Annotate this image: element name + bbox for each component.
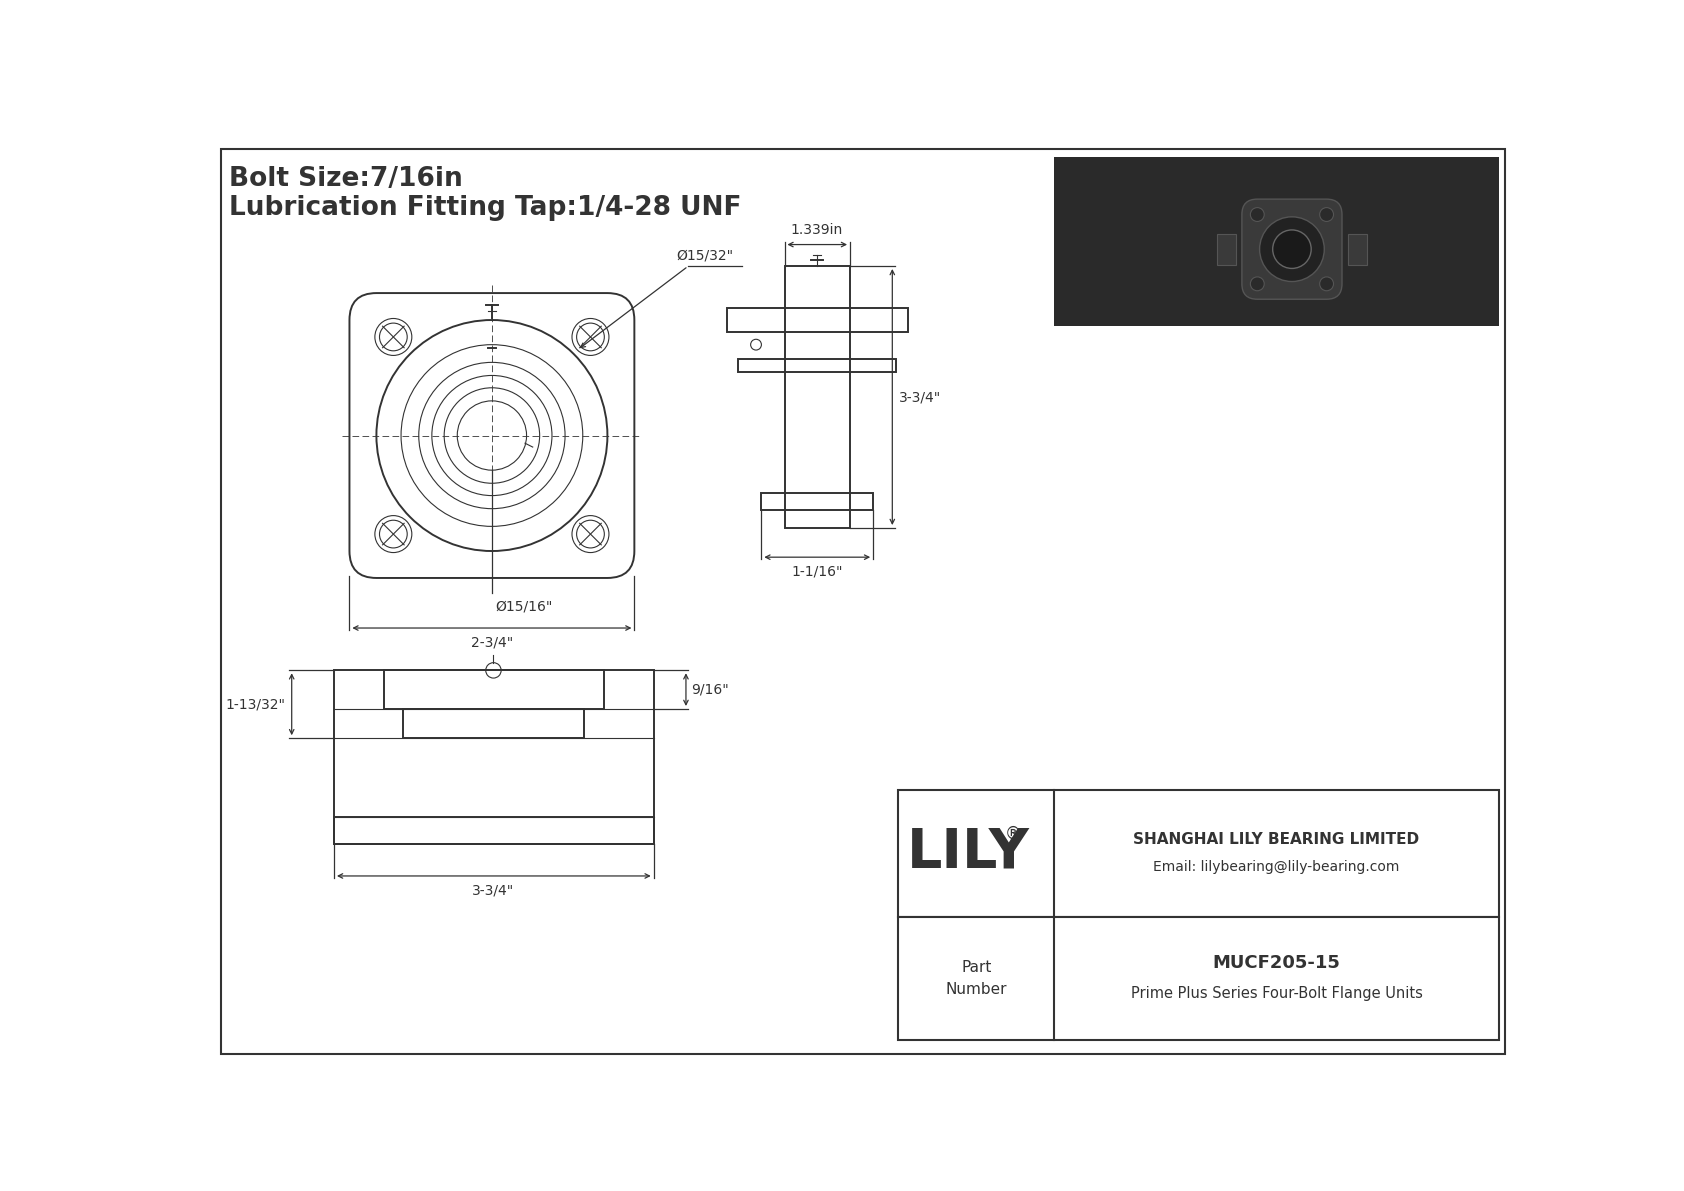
Text: 1-1/16": 1-1/16"	[791, 565, 842, 579]
Circle shape	[573, 318, 610, 355]
Bar	[333, 817, 653, 843]
Text: MUCF205-15: MUCF205-15	[1212, 954, 1340, 972]
Circle shape	[1273, 230, 1312, 268]
Text: 1.339in: 1.339in	[791, 223, 844, 237]
Text: LILY: LILY	[908, 825, 1031, 880]
Circle shape	[376, 318, 413, 355]
Text: Bolt Size:7/16in: Bolt Size:7/16in	[229, 166, 463, 192]
Bar	[1349, 233, 1367, 264]
Circle shape	[573, 516, 610, 553]
Circle shape	[1320, 276, 1334, 291]
Circle shape	[1260, 217, 1324, 281]
Text: 3-3/4": 3-3/4"	[472, 884, 515, 898]
Text: ®: ®	[1005, 824, 1022, 842]
Text: 9/16": 9/16"	[692, 682, 729, 697]
Bar	[785, 266, 850, 528]
Bar	[1218, 233, 1236, 264]
Bar	[1054, 157, 1499, 326]
Text: Prime Plus Series Four-Bolt Flange Units: Prime Plus Series Four-Bolt Flange Units	[1130, 986, 1423, 1002]
Text: 1-13/32": 1-13/32"	[226, 697, 286, 711]
Text: Ø15/32": Ø15/32"	[677, 248, 734, 262]
Bar	[761, 493, 872, 510]
Text: SHANGHAI LILY BEARING LIMITED: SHANGHAI LILY BEARING LIMITED	[1133, 831, 1420, 847]
Text: Email: lilybearing@lily-bearing.com: Email: lilybearing@lily-bearing.com	[1154, 860, 1399, 874]
FancyBboxPatch shape	[1241, 199, 1342, 299]
Bar	[899, 790, 1499, 917]
Text: Ø15/16": Ø15/16"	[495, 599, 552, 613]
Bar	[738, 358, 896, 373]
FancyBboxPatch shape	[350, 293, 635, 578]
Text: Part
Number: Part Number	[945, 960, 1007, 997]
Bar	[404, 709, 584, 738]
Text: Lubrication Fitting Tap:1/4-28 UNF: Lubrication Fitting Tap:1/4-28 UNF	[229, 194, 741, 220]
Circle shape	[1250, 207, 1265, 222]
Bar	[727, 308, 908, 331]
Circle shape	[1250, 276, 1265, 291]
Bar	[333, 671, 653, 843]
Circle shape	[1320, 207, 1334, 222]
Text: 3-3/4": 3-3/4"	[899, 389, 941, 404]
Bar	[384, 671, 603, 709]
Text: 2-3/4": 2-3/4"	[472, 636, 514, 650]
Bar	[899, 917, 1499, 1040]
Circle shape	[376, 516, 413, 553]
